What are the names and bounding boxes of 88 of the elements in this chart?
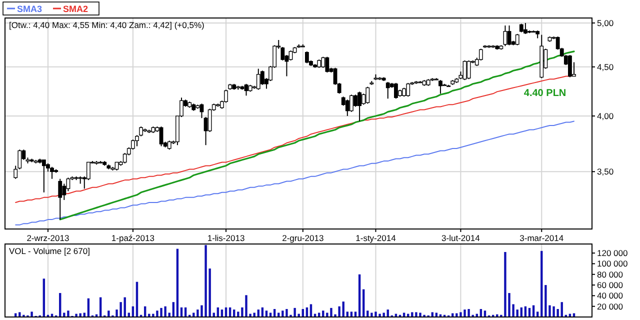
bar <box>415 312 418 317</box>
annotation: 4.40 PLN <box>524 88 566 100</box>
bar <box>540 250 543 317</box>
bar <box>460 312 462 317</box>
bar <box>370 312 373 317</box>
bar <box>245 295 248 317</box>
candlestick <box>515 33 520 46</box>
candlestick <box>159 126 164 147</box>
bar <box>108 310 110 317</box>
candlestick <box>288 50 293 61</box>
bar <box>330 308 332 317</box>
x-tick-label: 2-gru-2013 <box>282 233 324 243</box>
candlestick <box>366 86 370 104</box>
bar <box>419 312 422 317</box>
candlestick <box>406 82 410 98</box>
bar <box>286 309 288 317</box>
line-series <box>15 120 574 226</box>
x-tick-label: 1-paź-2013 <box>111 233 155 243</box>
y-tick-label: 3,50 <box>597 166 614 177</box>
bar <box>556 309 559 317</box>
y-tick-label: 40 000 <box>597 290 624 301</box>
bar <box>164 306 166 317</box>
bar <box>358 274 361 317</box>
x-tick-label: 1-lis-2013 <box>207 233 245 243</box>
bar <box>120 302 122 317</box>
bar <box>468 309 470 317</box>
candlestick <box>568 54 572 78</box>
x-tick-label: 1-sty-2014 <box>356 233 396 243</box>
candlestick <box>438 80 442 94</box>
bar <box>156 310 158 317</box>
candlestick <box>321 56 326 68</box>
candlestick <box>354 94 358 108</box>
candlestick <box>350 94 354 112</box>
candlestick <box>462 60 467 81</box>
candlestick <box>345 99 350 116</box>
candlestick <box>358 91 362 122</box>
candlestick <box>260 70 264 86</box>
y-tick-label: 4,00 <box>597 110 614 121</box>
bar <box>544 285 547 317</box>
y-tick-label: 80 000 <box>597 269 624 280</box>
legend-label: SMA3 <box>17 4 42 14</box>
bar <box>294 308 296 317</box>
chart-title: [Otw.: 4,40 Max: 4,55 Min: 4,40 Zam.: 4,42] (+0,5%) <box>9 20 205 30</box>
y-tick-label: 100 000 <box>597 258 628 269</box>
candlestick <box>503 24 508 47</box>
candlestick <box>466 60 471 80</box>
bar <box>79 313 82 317</box>
line-series <box>59 50 575 220</box>
candlestick <box>304 50 309 64</box>
bar <box>237 312 240 317</box>
bar <box>253 312 256 317</box>
bar <box>504 252 506 317</box>
bar <box>382 312 385 317</box>
bar <box>374 312 377 317</box>
bar <box>552 306 555 317</box>
y-tick-label: 4,50 <box>597 62 614 72</box>
bar <box>30 312 33 317</box>
bar <box>464 310 466 317</box>
bar <box>160 308 162 317</box>
y-tick-label: 20 000 <box>597 301 624 312</box>
bar <box>282 310 284 317</box>
candlestick <box>507 24 512 46</box>
candlestick <box>50 166 54 180</box>
bar <box>196 310 199 317</box>
y-tick-label: 120 000 <box>597 248 628 258</box>
candlestick <box>256 68 260 90</box>
x-tick-label: 3-lut-2014 <box>442 233 480 243</box>
bar <box>456 313 458 317</box>
candlestick <box>325 56 330 73</box>
bar <box>67 310 70 317</box>
candlestick <box>58 178 62 220</box>
bar <box>176 248 179 317</box>
candlestick <box>394 82 398 100</box>
y-tick-label: 60 000 <box>597 280 624 290</box>
bar <box>338 306 340 317</box>
candlestick <box>66 177 70 192</box>
candlestick <box>523 22 528 34</box>
bar <box>42 278 46 317</box>
bar <box>63 312 66 317</box>
bar <box>204 245 207 317</box>
candlestick <box>42 159 46 193</box>
x-tick-label: 2-wrz-2013 <box>26 233 70 243</box>
candlestick <box>244 83 248 96</box>
y-tick-label: 5,00 <box>597 18 614 28</box>
chart-title: VOL - Volume [2 670] <box>9 246 90 256</box>
legend-label: SMA2 <box>63 4 88 14</box>
x-tick-label: 3-mar-2014 <box>520 233 564 243</box>
candlestick <box>386 81 390 100</box>
